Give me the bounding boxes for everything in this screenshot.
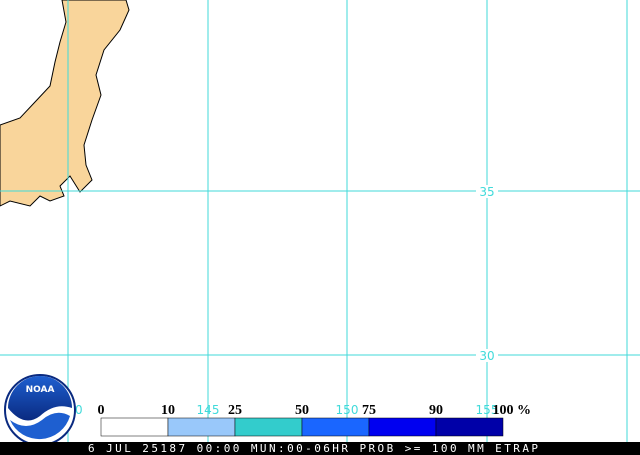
- lon-label: 155: [476, 403, 499, 417]
- noaa-logo: NOAA: [4, 374, 76, 446]
- legend-level: 50: [295, 403, 309, 418]
- lat-label: 30: [479, 349, 494, 363]
- legend-swatch: [368, 417, 437, 437]
- legend-swatch: [234, 417, 303, 437]
- legend-swatch: [100, 417, 169, 437]
- legend-unit: %: [517, 403, 531, 418]
- legend-swatch: [167, 417, 236, 437]
- lon-label: 145: [197, 403, 220, 417]
- land: [0, 0, 130, 207]
- logo-text: NOAA: [26, 385, 55, 395]
- legend-level: 10: [161, 403, 175, 418]
- legend-level: 100: [493, 403, 514, 418]
- lon-label: 150: [336, 403, 359, 417]
- legend-level: 0: [98, 403, 105, 418]
- graticule: [0, 0, 640, 442]
- legend-level: 25: [228, 403, 242, 418]
- legend: 0 10 25 50 75 90 100%: [98, 403, 531, 437]
- legend-level: 75: [362, 403, 376, 418]
- legend-swatch: [301, 417, 370, 437]
- legend-swatch: [435, 417, 504, 437]
- lat-label: 35: [479, 185, 494, 199]
- legend-level: 90: [429, 403, 443, 418]
